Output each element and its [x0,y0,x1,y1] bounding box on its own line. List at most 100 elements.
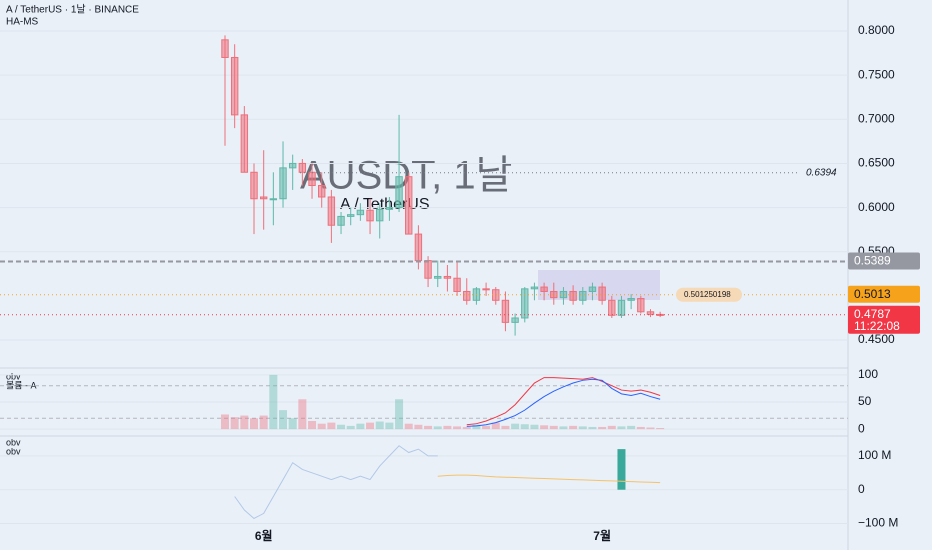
volume-bar [230,417,239,430]
volume-bar [501,425,510,430]
obv-histogram-bar [617,449,626,490]
candle-body [230,56,239,116]
candle-body [569,290,577,301]
volume-bar [540,425,549,430]
y-tick-label: 50 [858,394,872,408]
candle-body [269,198,278,201]
obv-line [234,445,438,520]
panel-label: obv [6,437,21,447]
volume-bar [317,423,326,430]
y-tick-label: 100 [858,367,878,381]
annotation-box [676,287,742,302]
candle-body [385,207,394,210]
panel-label: obv [6,371,21,381]
volume-bar [279,410,288,430]
price-label: 0.4787 [854,307,891,321]
candle-body [492,289,500,301]
volume-bar [656,428,665,430]
y-tick-label: 0 [858,482,865,496]
obv-line [437,474,661,484]
candle-body [637,298,645,313]
volume-bar [337,424,346,430]
volume-bar [395,399,404,430]
y-tick-label: 0.4500 [858,332,895,346]
x-tick-label: 7월 [593,528,611,543]
candle-body [453,277,461,292]
y-tick-label: 0.7000 [858,111,895,125]
candle-body [356,209,365,216]
candle-body [579,290,587,301]
candle-body [405,176,413,235]
countdown: 11:22:08 [854,319,900,333]
price-label: 0.5013 [854,287,891,301]
volume-bar [646,427,655,430]
volume-bar [472,424,481,430]
y-tick-label: 0.7500 [858,67,895,81]
y-tick-label: 0.6000 [858,200,895,214]
volume-bar [346,425,355,430]
candle-body [279,167,287,200]
y-tick-label: 0 [858,421,865,435]
volume-bar [259,415,268,430]
candle-body [424,260,432,279]
volume-bar [627,425,636,430]
candle-body [511,317,519,323]
panel-label: obv [6,446,21,456]
y-tick-label: 100 M [858,448,891,462]
candle-body [434,275,442,279]
indicator-name: HA-MS [6,17,39,28]
candle-body [530,286,539,290]
volume-bar [404,423,413,430]
candle-body [327,196,336,226]
volume-bar [482,425,491,430]
price-label-box [848,252,920,270]
candle-body [598,286,606,301]
volume-bar [520,424,529,430]
volume-bar [240,415,249,430]
volume-bar [443,425,452,430]
candle-body [588,286,597,292]
price-label-box [848,285,920,303]
symbol-title: A / TetherUS · 1날 · BINANCE [6,4,139,16]
candle-body [617,299,626,316]
price-label-box [848,305,920,334]
volume-bar [327,422,336,430]
volume-bar [462,426,471,430]
y-tick-label: −100 M [858,516,898,530]
volume-bar [453,426,462,430]
candle-body [540,286,548,292]
volume-bar [549,425,558,430]
volume-bar [308,420,317,430]
volume-bar [366,422,375,430]
volume-bar [298,399,307,430]
candle-body [482,288,490,291]
volume-bar [636,426,645,430]
volume-bar [356,423,365,430]
candle-body [288,162,297,169]
candle-body [250,171,258,200]
candle-body [627,298,635,301]
candle-body [559,290,568,299]
volume-bar [607,425,616,430]
volume-bar [511,423,520,430]
candle-body [347,214,355,217]
annotation: 0.501250198 [684,290,731,299]
candle-body [240,114,249,173]
volume-bar [559,426,568,430]
candle-body [443,275,452,279]
volume-bar [288,418,297,430]
candle-body [646,311,655,315]
volume-bar [491,422,500,430]
candle-body [259,196,268,200]
y-tick-label: 0.8000 [858,23,895,37]
price-label: 0.6394 [806,167,837,178]
volume-bar [578,426,587,430]
volume-bar [250,418,259,430]
volume-bar [269,374,278,430]
y-tick-label: 0.6500 [858,156,895,170]
volume-bar [221,414,229,430]
volume-bar [424,425,433,430]
candle-body [298,162,307,173]
candle-body [395,176,403,209]
candle-body [521,288,529,319]
